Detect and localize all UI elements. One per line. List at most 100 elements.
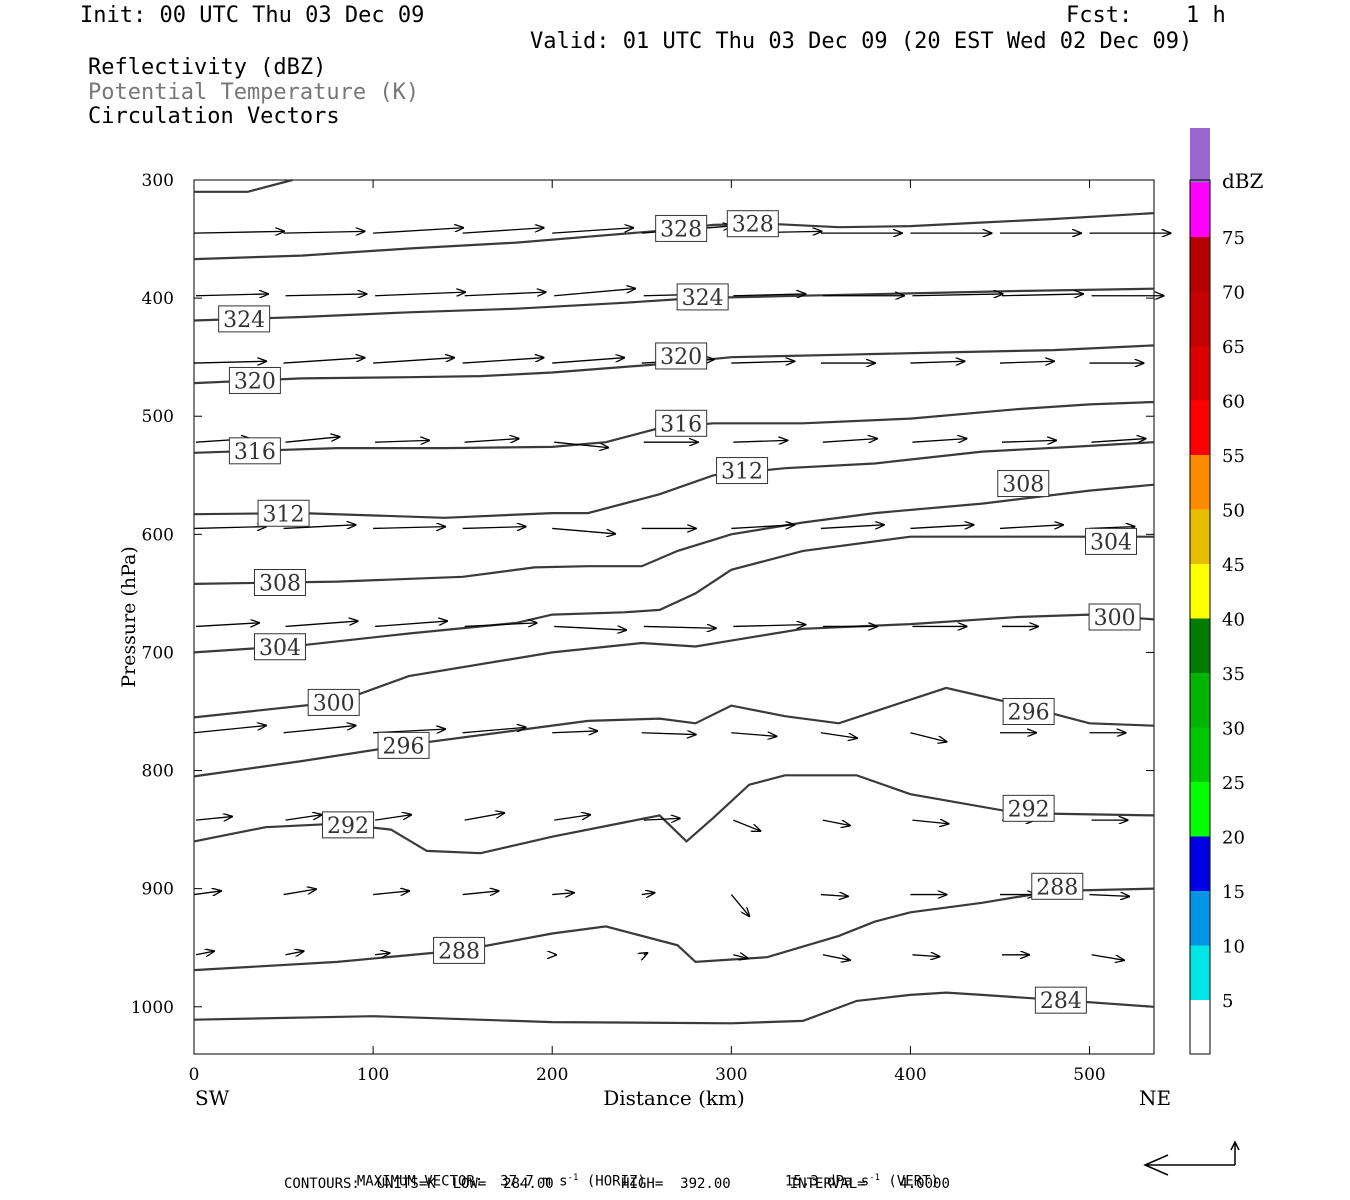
colorbar-level-label: 5 [1222,991,1233,1012]
isentrope-label-box [997,470,1050,498]
isentrope-label: 292 [327,814,369,839]
circulation-vector [373,891,409,895]
circulation-vector [464,623,537,627]
circulation-vector [733,955,747,959]
isentrope-label-box [1085,527,1138,555]
isentrope-label: 312 [263,502,305,527]
circulation-vector [464,292,546,296]
circulation-vector [193,231,284,233]
isentrope-label-box [1031,872,1084,900]
colorbar-level-label: 30 [1222,719,1245,740]
footer-horiz-exponent: -1 [567,1173,579,1183]
forecast-label: Fcst: [1066,3,1133,28]
isentrope-label: 320 [660,345,702,370]
isentrope-label: 300 [1094,606,1136,631]
circulation-vector [552,893,574,895]
footer-max-vector-vert: 15.3 dPa s-1 (VERT) [768,1157,939,1190]
circulation-vector [820,525,884,529]
colorbar-segment [1190,782,1210,837]
valid-time: Valid: 01 UTC Thu 03 Dec 09 (20 EST Wed … [530,29,1193,54]
isentrope-label-box [253,633,306,661]
circulation-vector [641,893,655,895]
circulation-vector [462,228,544,234]
isentrope-label: 292 [1008,797,1050,822]
colorbar-segment [1190,182,1210,237]
isentrope-label: 316 [234,440,276,465]
x-tick-label: 100 [357,1065,389,1085]
y-tick-label: 300 [142,171,174,191]
circulation-vector [731,525,794,529]
circulation-vector [1001,294,1083,296]
circulation-vector [285,437,340,443]
isentrope-label-box [228,437,281,465]
isentrope-label: 312 [721,460,763,485]
footer-contours: CONTOURS: UNITS=K LOW= 284.00 HIGH= 392.… [284,1176,950,1192]
isentrope-label: 300 [313,691,355,716]
y-tick-label: 400 [142,289,174,309]
isentrope-label-box [433,936,486,964]
circulation-vector [910,525,973,529]
circulation-vector [283,358,365,364]
circulation-vector [822,819,850,825]
circulation-vector [464,813,505,821]
colorbar-segment [1190,564,1210,619]
circulation-vector [554,289,635,297]
circulation-vector [910,361,964,363]
circulation-vector [285,951,304,955]
isentrope-308 [193,483,1155,585]
isentrope-label-box [253,569,306,597]
forecast-hour: 1 h [1186,3,1226,28]
circulation-vector [193,891,221,895]
isentrope-label-box [655,214,708,242]
y-tick-label: 500 [142,407,174,427]
legend-circulation-vectors: Circulation Vectors [88,104,340,129]
isentrope-label: 288 [1036,875,1078,900]
isentrope-312 [193,441,1155,519]
isentrope-288 [193,887,1155,972]
isentrope-324 [193,287,1155,322]
circulation-vector [285,815,322,821]
y-tick-label: 800 [142,762,174,782]
plot-frame [193,179,1155,1055]
colorbar-level-label: 55 [1222,446,1245,467]
colorbar: 5 10 15 20 25 30 35 40 45 50 55 60 65 70 75 [1189,128,1245,1055]
circulation-vector [552,228,633,234]
colorbar-segment [1190,509,1210,564]
isentrope-300 [193,613,1155,719]
isentrope-label: 308 [1002,473,1044,498]
circulation-vector [283,726,356,734]
isentrope-label-box [307,688,360,716]
circulation-vector [375,621,447,628]
isentrope-label-box [377,731,430,759]
isentrope-label: 320 [234,369,276,394]
isentrope-label-box [655,342,708,370]
y-tick-label: 700 [142,643,174,663]
init-time: Init: 00 UTC Thu 03 Dec 09 [80,3,425,28]
isentrope-label-box [726,210,779,238]
x-tick-label: 200 [536,1065,568,1085]
circulation-vector [554,441,608,447]
y-tick-label: 600 [142,525,174,545]
circulation-vector [193,361,266,363]
isentrope-296 [193,686,1155,778]
colorbar-segment [1190,1000,1210,1054]
isentrope-label-box [1002,794,1055,822]
colorbar-segment [1190,400,1210,455]
circulation-vector [373,228,463,234]
circulation-vector [999,525,1063,529]
isentrope-label-box [257,499,310,527]
isentrope-label-box [218,305,271,333]
colorbar-level-label: 60 [1222,392,1245,413]
isentrope-label: 328 [732,213,774,238]
colorbar-level-label: 65 [1222,337,1245,358]
colorbar-level-label: 45 [1222,555,1245,576]
colorbar-segment [1190,618,1210,673]
isentrope-label: 288 [438,939,480,964]
x-left-endpoint: SW [195,1086,230,1110]
isentrope-label-box [716,457,769,485]
circulation-vector [552,731,597,733]
circulation-vector [643,818,680,820]
circulation-vector [552,358,624,364]
circulation-vector [912,439,966,443]
